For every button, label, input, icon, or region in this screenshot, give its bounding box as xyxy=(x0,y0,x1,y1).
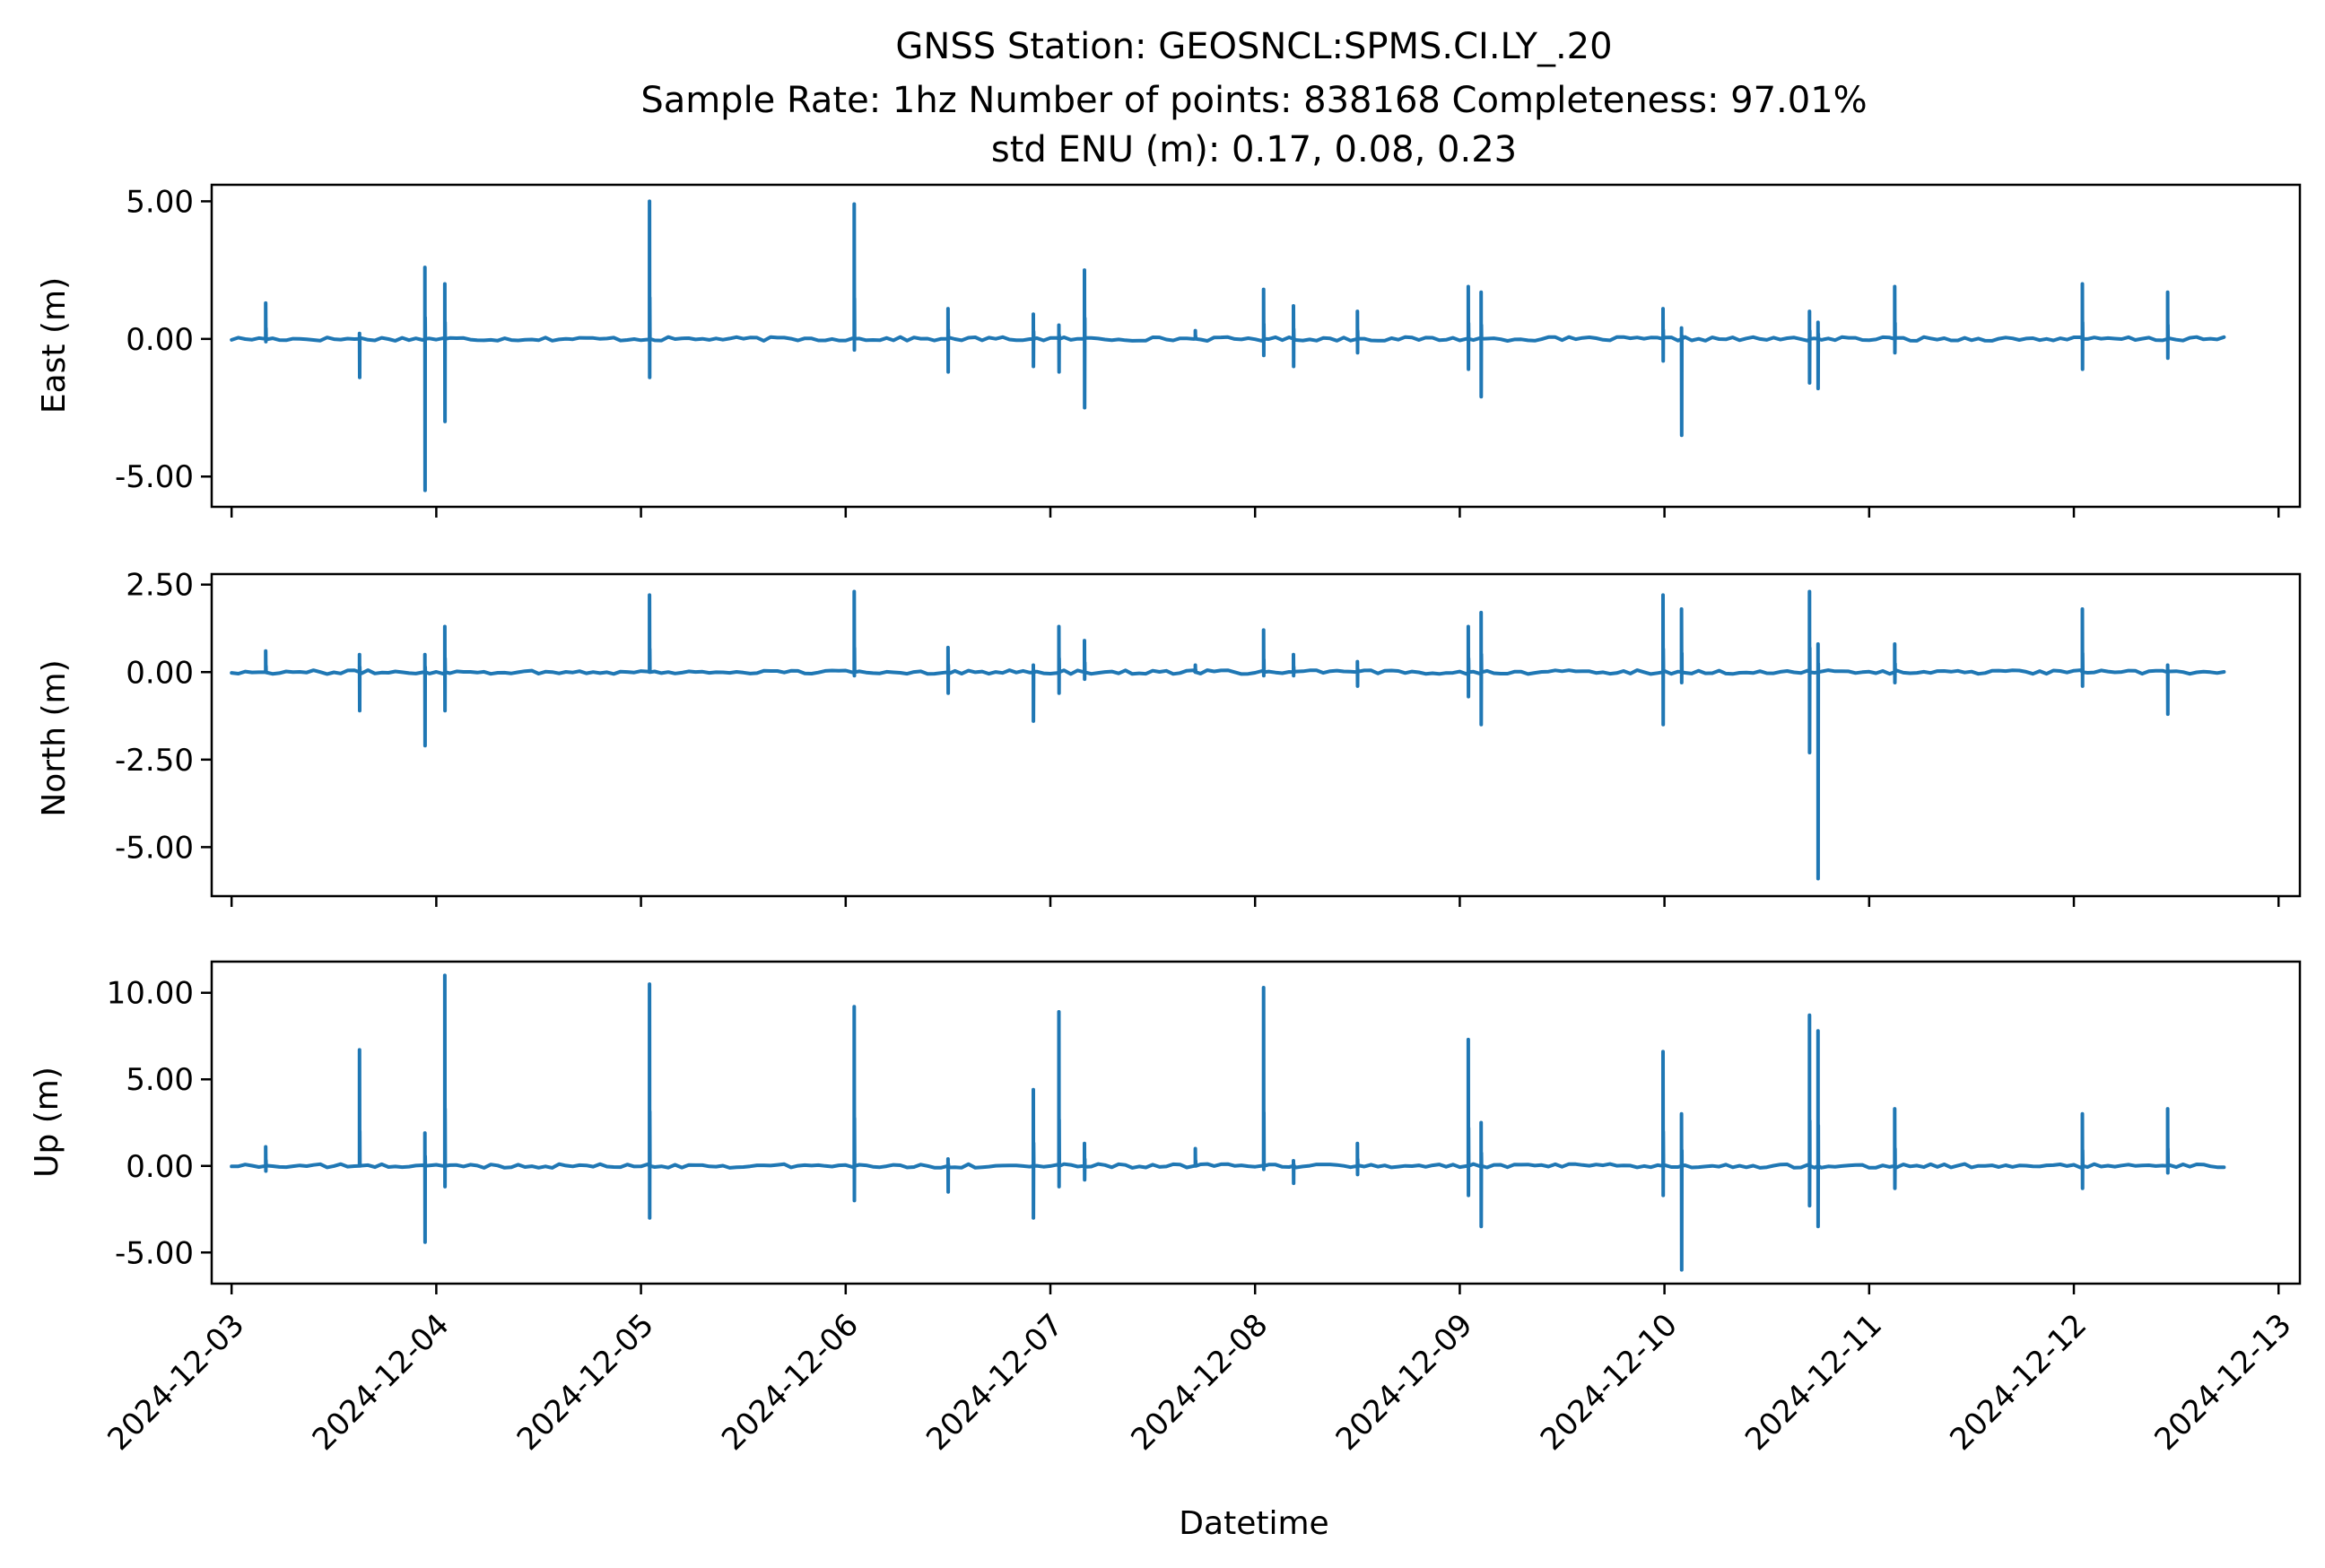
y-tick-label-up: -5.00 xyxy=(115,1235,194,1271)
y-tick-label-east: 0.00 xyxy=(126,322,194,358)
series-line-east xyxy=(230,199,2226,492)
ylabel-east: East (m) xyxy=(36,277,73,414)
series-line-north xyxy=(230,589,2226,881)
panel-up: Up (m) 10.00 5.00 0.00 -5.00 xyxy=(29,960,2302,1294)
ylabel-up: Up (m) xyxy=(29,1067,65,1178)
series-up xyxy=(230,973,2226,1272)
y-ticks-north: 2.50 0.00 -2.50 -5.00 xyxy=(115,568,212,866)
plot-frame-up xyxy=(210,960,2302,1285)
ylabel-north: North (m) xyxy=(36,659,73,816)
title-line-1: GNSS Station: GEOSNCL:SPMS.CI.LY_.20 xyxy=(895,26,1612,67)
y-tick-label-up: 10.00 xyxy=(107,976,194,1012)
y-tick-label-up: 0.00 xyxy=(126,1149,194,1185)
series-north xyxy=(230,589,2226,881)
title-line-2: Sample Rate: 1hz Number of points: 83816… xyxy=(640,80,1867,121)
xlabel: Datetime xyxy=(1179,1505,1328,1542)
y-tick-label-up: 5.00 xyxy=(126,1062,194,1098)
plot-frame-east xyxy=(210,183,2302,509)
y-tick-label-north: -5.00 xyxy=(115,830,194,866)
x-ticks-north xyxy=(230,896,2280,907)
panel-north: North (m) 2.50 0.00 -2.50 -5.00 xyxy=(36,568,2302,907)
plot-frame-north xyxy=(210,572,2302,898)
title-line-3: std ENU (m): 0.17, 0.08, 0.23 xyxy=(991,129,1517,170)
y-tick-label-north: 0.00 xyxy=(126,655,194,691)
x-ticks-east xyxy=(230,507,2280,518)
series-line-up xyxy=(230,973,2226,1272)
panel-east: East (m) 5.00 0.00 -5.00 xyxy=(36,183,2302,518)
y-tick-label-north: 2.50 xyxy=(126,568,194,604)
y-ticks-up: 10.00 5.00 0.00 -5.00 xyxy=(107,976,212,1271)
y-tick-label-north: -2.50 xyxy=(115,743,194,779)
x-ticks-up xyxy=(230,1284,2280,1294)
series-east xyxy=(230,199,2226,492)
y-tick-label-east: 5.00 xyxy=(126,184,194,220)
y-ticks-east: 5.00 0.00 -5.00 xyxy=(115,184,212,495)
y-tick-label-east: -5.00 xyxy=(115,459,194,495)
